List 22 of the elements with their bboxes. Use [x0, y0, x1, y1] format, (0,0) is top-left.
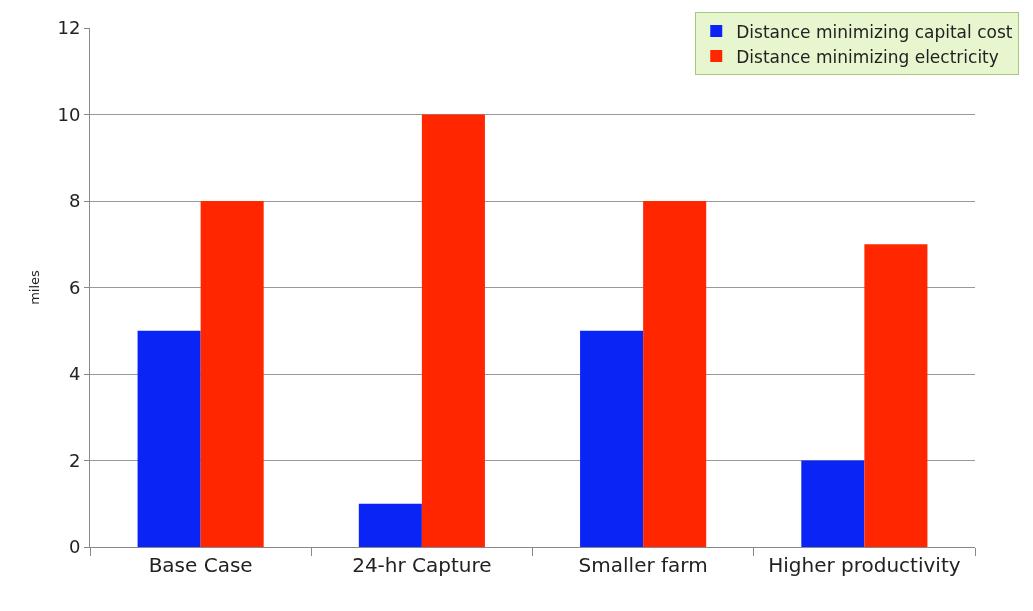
- bar: [580, 330, 644, 547]
- y-tick-label: 6: [68, 276, 81, 298]
- y-tick-label: 0: [68, 536, 81, 558]
- y-tick-label: 2: [68, 449, 81, 471]
- bar: [358, 503, 422, 547]
- bar: [137, 330, 201, 547]
- y-tick-label: 10: [57, 103, 81, 125]
- x-tick-label: 24-hr Capture: [352, 553, 492, 577]
- bar: [200, 201, 264, 547]
- bar: [801, 460, 865, 547]
- x-tick-label: Base Case: [148, 553, 253, 577]
- legend-label: Distance minimizing electricity: [736, 46, 999, 67]
- bar: [864, 244, 928, 547]
- x-tick-label: Higher productivity: [768, 553, 961, 577]
- x-tick-label: Smaller farm: [578, 553, 708, 577]
- y-tick-label: 4: [68, 363, 81, 385]
- y-tick-label: 12: [57, 17, 81, 39]
- y-axis-title: miles: [27, 269, 43, 305]
- bar: [643, 201, 707, 547]
- legend-label: Distance minimizing capital cost: [736, 21, 1013, 42]
- bar: [421, 114, 485, 547]
- y-tick-label: 8: [68, 190, 81, 212]
